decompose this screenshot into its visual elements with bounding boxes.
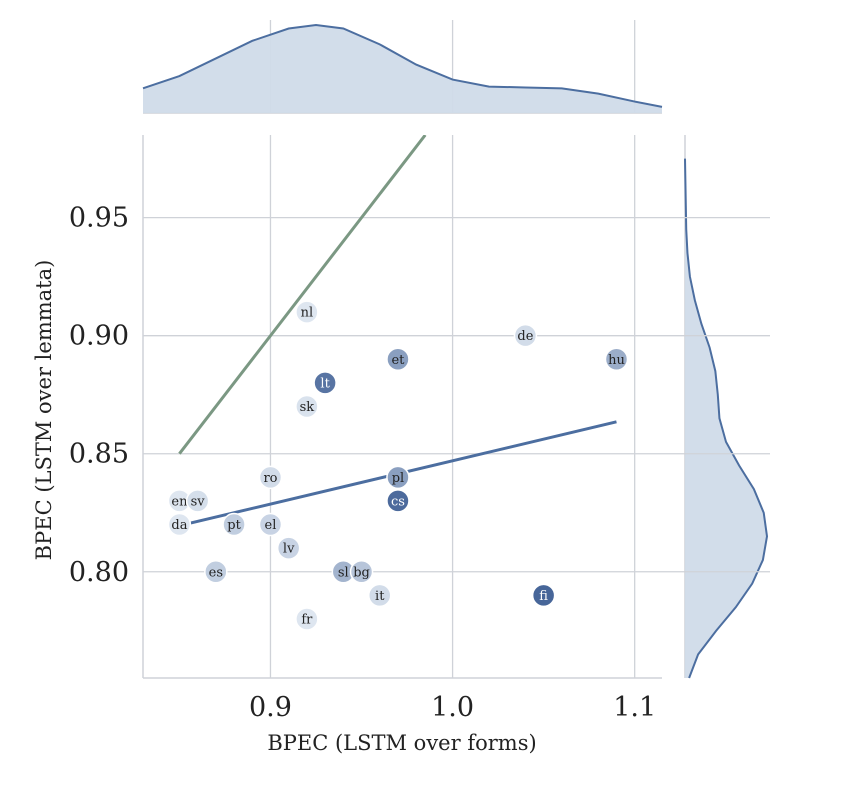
identity-line [178,135,427,455]
point-label: el [265,518,277,533]
scatter-point-ro: ro [258,465,283,490]
point-label: de [517,329,533,344]
scatter-point-lv: lv [276,536,301,560]
point-marker [386,347,410,372]
scatter-point-de: de [513,323,538,348]
scatter-point-sv: sv [185,489,210,513]
scatter-point-el: el [258,512,283,537]
x-tick-labels: 0.9 1.0 1.1 [249,692,656,723]
point-label: pl [392,471,404,486]
point-marker [386,465,410,490]
x-tick-label: 0.9 [249,692,292,723]
point-label: en [171,494,188,509]
point-label: cs [391,494,405,509]
point-label: da [171,518,187,533]
scatter-point-pt: pt [222,512,246,537]
point-label: fr [301,612,313,627]
y-tick-label: 0.95 [69,203,129,234]
point-marker [204,560,228,584]
point-label: nl [301,306,314,321]
point-marker [167,512,192,537]
point-label: hu [608,353,625,368]
x-axis-label: BPEC (LSTM over forms) [267,731,536,755]
scatter-point-fi: fi [531,583,556,608]
point-marker [276,536,301,560]
y-tick-label: 0.85 [69,439,129,470]
point-label: es [209,565,223,580]
grid [143,135,770,678]
top-kde-line [142,23,663,108]
y-tick-label: 0.90 [69,321,129,352]
point-marker [295,607,319,631]
point-marker [349,560,374,584]
point-label: lt [320,376,330,391]
scatter-point-lt: lt [313,371,337,395]
right-kde-fill [685,158,767,678]
scatter-point-fr: fr [295,607,319,631]
y-tick-label: 0.80 [69,557,129,588]
scatter-point-cs: cs [386,489,410,513]
axis-spines [142,135,662,679]
scatter-point-it: it [367,583,392,608]
point-marker [386,489,410,513]
point-label: sk [300,400,315,415]
point-label: pt [227,518,241,533]
scatter-point-bg: bg [349,560,374,584]
point-marker [222,512,246,537]
point-marker [513,323,538,348]
point-marker [531,583,556,608]
point-marker [258,512,283,537]
point-label: ro [263,471,277,486]
point-marker [367,583,392,608]
point-marker [604,347,629,372]
point-marker [258,465,283,490]
point-label: sl [338,565,349,580]
point-label: lv [283,542,295,557]
point-label: sv [191,494,206,509]
scatter-point-en: en [167,489,192,513]
point-label: it [375,589,385,604]
point-label: bg [353,565,370,580]
scatter-point-pl: pl [386,465,410,490]
top-marginal-kde [142,20,663,114]
x-tick-label: 1.1 [613,692,656,723]
scatter-point-et: et [386,347,410,372]
point-marker [295,300,319,324]
point-marker [313,371,337,395]
point-label: fi [539,589,548,604]
y-axis-label: BPEC (LSTM over lemmata) [32,260,56,561]
top-kde-fill [143,25,662,113]
right-marginal-kde [684,135,769,679]
scatter-point-sk: sk [295,394,319,419]
point-marker [295,394,319,419]
y-tick-labels: 0.80 0.85 0.90 0.95 [69,203,129,588]
right-kde-line [684,158,769,679]
scatter-point-nl: nl [295,300,319,324]
x-tick-label: 1.0 [431,692,474,723]
point-marker [185,489,210,513]
point-label: et [391,353,405,368]
scatter-point-hu: hu [604,347,629,372]
scatter-point-es: es [204,560,228,584]
scatter-point-da: da [167,512,192,537]
